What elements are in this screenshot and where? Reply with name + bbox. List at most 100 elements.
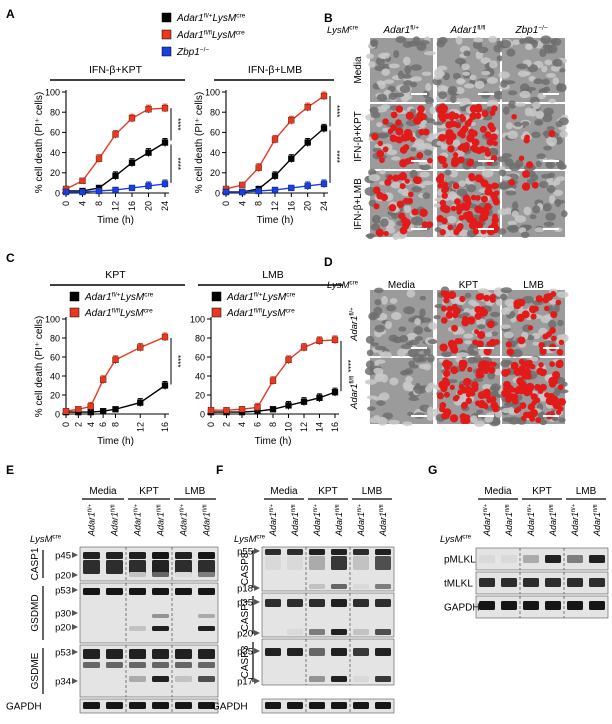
cell: [529, 214, 537, 220]
dead-cell: [475, 293, 483, 301]
cell: [557, 319, 564, 327]
cell: [543, 129, 550, 139]
cell: [462, 312, 470, 317]
cell: [388, 63, 400, 69]
band: [309, 556, 325, 570]
dead-cell: [452, 312, 459, 319]
band: [83, 588, 100, 595]
dead-cell: [555, 409, 562, 415]
cell: [413, 326, 424, 335]
dead-cell: [463, 377, 472, 387]
mw-marker: p20: [55, 571, 71, 582]
prefix-label: LysMcre: [327, 25, 359, 36]
dead-cell: [438, 133, 447, 142]
cell: [484, 415, 494, 423]
mw-marker: p18: [237, 584, 253, 595]
dead-cell: [472, 228, 479, 235]
cell: [477, 46, 489, 54]
band: [501, 578, 517, 587]
cell: [474, 80, 485, 90]
dead-cell: [459, 295, 466, 303]
mw-marker: p53: [55, 648, 71, 659]
dead-cell: [478, 372, 485, 379]
y-tick-label: 100: [45, 314, 60, 324]
legend-entry: Adar1fl/flLysMcre: [226, 308, 295, 320]
cell: [512, 201, 519, 210]
blot-membrane: [475, 571, 609, 595]
blot-membrane: [475, 595, 609, 619]
cell: [473, 37, 484, 43]
dead-cell: [482, 367, 490, 375]
cell: [380, 104, 391, 110]
micrograph-d: [498, 355, 569, 426]
prefix-label: LysMcre: [30, 534, 62, 545]
cell: [535, 160, 542, 168]
dead-cell: [518, 155, 525, 161]
sig-stars: ****: [173, 118, 182, 130]
legend-entry: Adar1fl/+LysMcre: [84, 292, 154, 304]
cell: [549, 299, 558, 305]
dead-cell: [486, 138, 494, 146]
band: [129, 626, 146, 631]
dead-cell: [411, 208, 419, 216]
cell: [376, 400, 386, 406]
dead-cell: [384, 178, 392, 186]
band: [353, 702, 369, 709]
cell: [546, 136, 558, 146]
dead-cell: [539, 348, 547, 355]
legend-c-right: Adar1fl/+LysMcre Adar1fl/flLysMcre: [211, 292, 296, 320]
band: [287, 549, 303, 555]
data-point: [161, 333, 169, 341]
cell: [447, 85, 458, 95]
cell: [402, 421, 413, 426]
cell: [400, 370, 409, 376]
cell: [463, 83, 475, 89]
cell: [376, 56, 385, 66]
data-point: [137, 344, 144, 351]
cell: [544, 59, 553, 66]
dead-cell: [491, 216, 499, 224]
panel-letter-c: C: [6, 251, 15, 265]
legend-entry: Adar1fl/+LysMcre: [176, 13, 246, 25]
band: [265, 556, 281, 570]
x-tick-label: 6: [253, 422, 263, 427]
cell: [487, 371, 496, 380]
dead-cell: [479, 125, 487, 133]
cell: [534, 227, 545, 233]
band: [353, 676, 369, 682]
cell: [366, 53, 374, 60]
dead-cell: [404, 178, 410, 184]
band: [83, 649, 100, 659]
cell: [500, 39, 512, 49]
dead-cell: [375, 228, 384, 237]
dead-cell: [501, 389, 509, 398]
mw-marker: p20: [55, 623, 71, 634]
data-point: [207, 407, 215, 414]
cell: [548, 44, 558, 54]
lane-label: Adar1fl/+: [482, 503, 492, 537]
band: [353, 648, 369, 656]
cell: [370, 342, 380, 347]
cell: [514, 159, 524, 168]
cell: [541, 65, 548, 73]
dead-cell: [542, 333, 549, 340]
dead-cell: [488, 366, 496, 374]
dead-cell: [474, 305, 482, 314]
dead-cell: [379, 157, 385, 164]
dead-cell: [489, 396, 497, 403]
cell: [508, 100, 517, 109]
lane-label: Adar1fl/fl: [202, 505, 212, 538]
band: [175, 552, 192, 559]
band: [198, 676, 215, 682]
dead-cell: [548, 380, 557, 388]
cell: [527, 40, 539, 45]
mw-marker: p35: [237, 598, 253, 609]
dead-cell: [373, 186, 381, 194]
cell: [390, 210, 400, 220]
data-point: [161, 180, 169, 188]
dead-cell: [492, 198, 500, 206]
dead-cell: [532, 305, 539, 312]
dead-cell: [478, 177, 485, 184]
dead-cell: [503, 380, 511, 389]
band: [331, 676, 347, 682]
